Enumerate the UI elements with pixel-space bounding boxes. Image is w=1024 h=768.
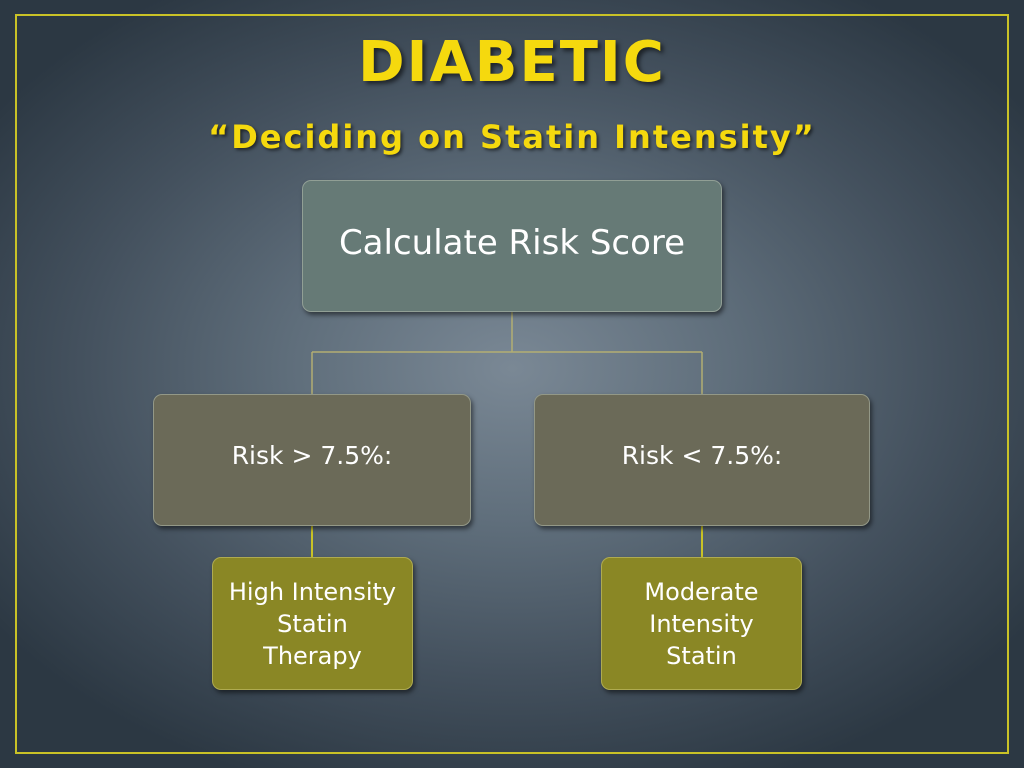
risk-below-threshold-label: Risk < 7.5%: [621, 440, 783, 470]
high-intensity-statin-label: High Intensity Statin Therapy [229, 576, 396, 672]
slide-subtitle: “Deciding on Statin Intensity” [208, 118, 816, 156]
risk-below-threshold-node: Risk < 7.5%: [534, 394, 870, 526]
calculate-risk-score-label: Calculate Risk Score [338, 223, 686, 263]
outcome-connectors [311, 526, 703, 557]
moderate-intensity-statin-node: Moderate Intensity Statin [601, 557, 802, 690]
slide-frame-border [15, 14, 1009, 754]
risk-above-threshold-label: Risk > 7.5%: [231, 440, 393, 470]
high-intensity-statin-line-3: Therapy [263, 641, 362, 670]
risk-above-threshold-node: Risk > 7.5%: [153, 394, 471, 526]
moderate-intensity-statin-line-1: Moderate [644, 577, 759, 606]
moderate-intensity-statin-line-3: Statin [666, 641, 737, 670]
calculate-risk-score-node: Calculate Risk Score [302, 180, 722, 312]
root-connector [311, 312, 703, 394]
high-intensity-statin-line-1: High Intensity [228, 577, 397, 606]
slide-title: DIABETIC [358, 30, 666, 95]
high-intensity-statin-line-2: Statin [277, 609, 348, 638]
moderate-intensity-statin-label: Moderate Intensity Statin [644, 576, 758, 672]
high-intensity-statin-node: High Intensity Statin Therapy [212, 557, 413, 690]
moderate-intensity-statin-line-2: Intensity [649, 609, 754, 638]
